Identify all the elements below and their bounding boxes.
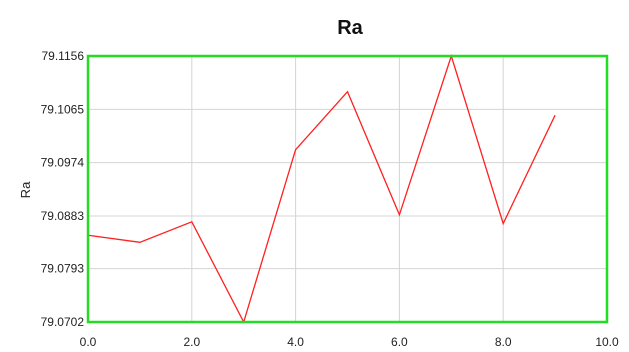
x-tick-label: 10.0: [595, 335, 619, 349]
y-tick-label: 79.0793: [41, 262, 85, 276]
y-tick-label: 79.1156: [42, 49, 85, 63]
y-tick-label: 79.0974: [41, 156, 85, 170]
y-axis-ticks: 79.1156 79.1065 79.0974 79.0883 79.0793 79.07…: [41, 49, 85, 329]
series-group: [88, 56, 555, 322]
y-tick-label: 79.0883: [41, 209, 85, 223]
series-line-0: [88, 56, 555, 322]
y-tick-label: 79.1065: [41, 102, 85, 116]
plot-area-frame: [88, 56, 607, 322]
grid: [88, 56, 607, 322]
x-axis-ticks: 0.0 2.0 4.0 6.0 8.0 10.0: [80, 335, 619, 349]
x-tick-label: 8.0: [495, 335, 512, 349]
x-tick-label: 6.0: [391, 335, 408, 349]
x-tick-label: 2.0: [183, 335, 200, 349]
x-tick-label: 0.0: [80, 335, 97, 349]
y-axis-label: Ra: [18, 181, 33, 198]
chart-title: Ra: [337, 17, 363, 39]
y-tick-label: 79.0702: [41, 315, 85, 329]
x-tick-label: 4.0: [287, 335, 304, 349]
